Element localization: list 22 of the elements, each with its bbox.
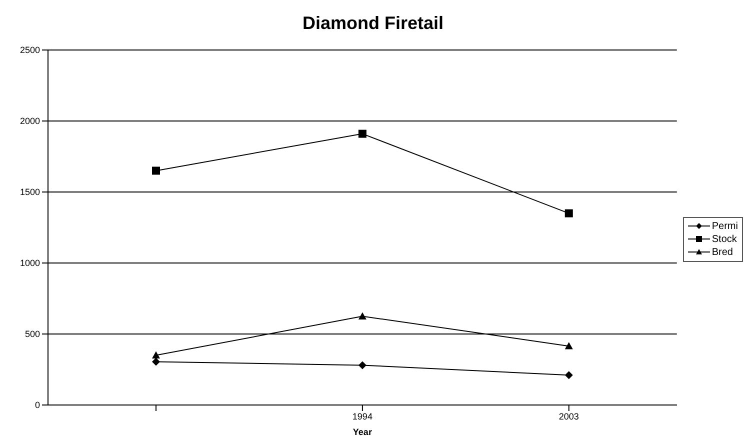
legend-label: Bred	[712, 246, 733, 258]
legend-label: Stock	[712, 234, 737, 244]
y-tick-label: 2500	[20, 45, 40, 56]
point	[152, 358, 160, 366]
y-tick-label: 2000	[20, 116, 40, 126]
point	[564, 342, 573, 350]
y-tick-label: 1500	[20, 187, 40, 198]
x-tick-label: 1994	[352, 411, 372, 422]
legend-label: Permi	[712, 220, 738, 232]
point	[152, 166, 160, 175]
point	[564, 371, 573, 380]
x-axis-title: Year	[352, 427, 372, 437]
point	[152, 351, 160, 358]
y-tick-label: 1000	[20, 258, 40, 268]
chart-title: Diamond Firetail	[301, 12, 445, 35]
point	[358, 361, 366, 370]
y-tick-label: 500	[24, 329, 40, 340]
x-tick-label: 2003	[558, 411, 579, 422]
point	[358, 130, 366, 138]
point	[358, 312, 366, 320]
point	[564, 209, 573, 218]
y-tick-label: 0	[34, 400, 40, 410]
